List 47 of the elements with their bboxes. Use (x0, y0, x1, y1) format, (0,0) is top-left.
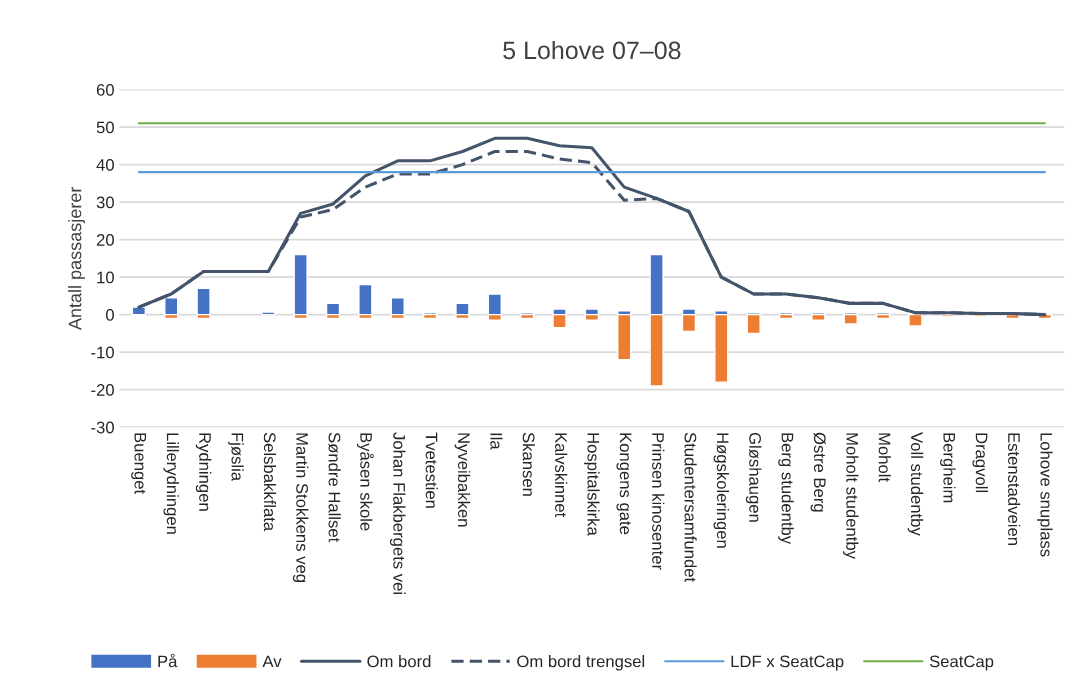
x-tick-label: Fjøslia (228, 433, 244, 482)
x-tick-label: Voll studentby (907, 432, 924, 536)
y-tick-label: 40 (96, 159, 114, 171)
x-tick-label: Moholt studentby (842, 433, 859, 559)
legend-label: På (158, 653, 178, 668)
x-tick-label: Moholt (878, 433, 891, 482)
x-tick-label: Dragvoll (972, 433, 988, 493)
legend-label: Om bord (367, 655, 431, 668)
x-tick-label: Hospitalskirka (584, 433, 600, 536)
x-tick-label: Nyveibakken (454, 433, 471, 527)
y-tick-label: 0 (105, 309, 114, 321)
x-tick-label: Estenstadveien (1008, 433, 1021, 545)
legend-label: LDF x SeatCap (731, 655, 844, 671)
x-tick-label: Byåsen skole (356, 433, 374, 531)
x-tick-label: Skansen (522, 432, 535, 496)
x-tick-label: Høgskoleringen (713, 433, 730, 548)
x-tick-label: Østre Berg (810, 432, 826, 512)
legend-label: Om bord trengsel (517, 655, 645, 671)
x-tick-label: Søndre Hallset (328, 432, 341, 543)
legend-label: Av (262, 655, 282, 668)
y-tick-label: -20 (91, 384, 114, 396)
x-tick-label: Berg studentby (778, 433, 794, 545)
x-tick-label: Kalvskinnet (555, 433, 568, 518)
x-tick-label: Studentersamfundet (684, 432, 697, 583)
y-tick-label: -10 (91, 346, 114, 359)
y-axis-title: Antall passasjerer (68, 186, 85, 331)
x-tick-label: Martin Stokkens veg (292, 433, 309, 582)
x-tick-label: Gløshaugen (745, 432, 762, 522)
x-tick-label: Ila (490, 433, 503, 450)
x-tick-label: Rydningen (195, 433, 212, 511)
x-tick-label: Kongens gate (616, 433, 632, 535)
x-tick-label: Tvetestien (425, 432, 438, 508)
legend-label: SeatCap (929, 655, 994, 671)
y-tick-label: -30 (91, 421, 114, 434)
x-tick-label: Lillerydningen (163, 433, 179, 534)
x-tick-label: Bergheim (940, 433, 956, 503)
x-tick-label: Prinsen kinosenter (652, 433, 665, 570)
x-tick-label: Buenget (131, 433, 147, 495)
chart-title: 5 Lohove 07–08 (503, 40, 681, 60)
x-tick-label: Lohove snuplass (1037, 433, 1053, 557)
y-tick-label: 60 (96, 83, 114, 96)
y-tick-label: 20 (96, 234, 114, 246)
x-tick-label: Johan Flakbergets vei (389, 432, 406, 594)
y-tick-label: 50 (96, 121, 114, 134)
y-tick-label: 30 (96, 196, 114, 209)
y-tick-label: 10 (97, 271, 114, 284)
x-tick-label: Selsbakkflata (263, 432, 277, 532)
